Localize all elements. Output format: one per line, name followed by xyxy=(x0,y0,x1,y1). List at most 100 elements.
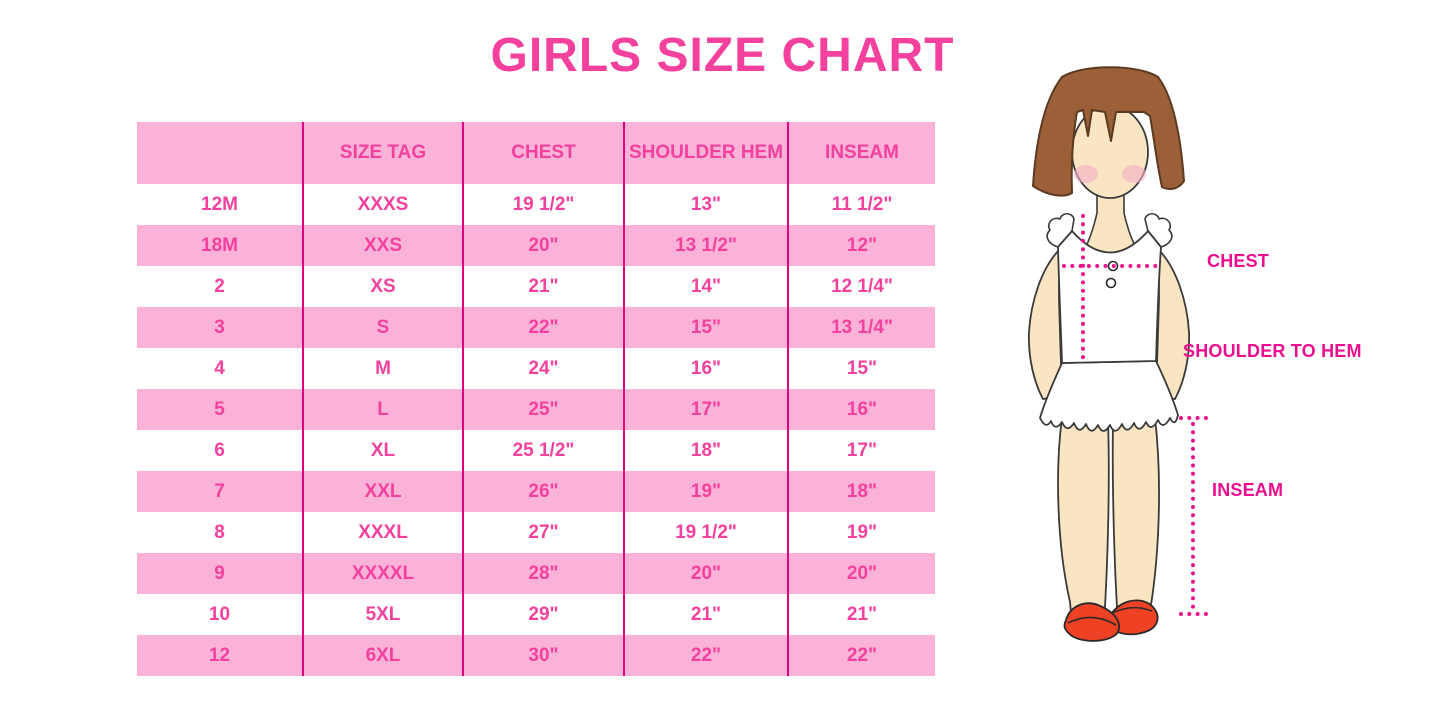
girl-right-arm xyxy=(1155,247,1190,400)
table-row: 9 XXXXL 28" 20" 20" xyxy=(137,553,935,594)
table-cell: 19" xyxy=(623,471,787,512)
table-cell: 21" xyxy=(462,266,623,307)
girl-left-arm xyxy=(1028,247,1063,400)
table-cell: 25" xyxy=(462,389,623,430)
table-cell: 14" xyxy=(623,266,787,307)
table-cell: 21" xyxy=(787,594,935,635)
table-cell: 27" xyxy=(462,512,623,553)
table-cell: 12 1/4" xyxy=(787,266,935,307)
table-body: 12M XXXS 19 1/2" 13" 11 1/2" 18M XXS 20" 13 1/2"… xyxy=(137,184,935,676)
table-cell: L xyxy=(302,389,462,430)
table-cell: 25 1/2" xyxy=(462,430,623,471)
table-cell: XXS xyxy=(302,225,462,266)
table-cell: 4 xyxy=(214,357,225,379)
table-cell: 2 xyxy=(214,275,225,297)
girl-left-shoe xyxy=(1063,602,1120,642)
table-cell: 15" xyxy=(623,307,787,348)
girl-left-ruffle xyxy=(1046,212,1075,248)
table-cell: 12" xyxy=(787,225,935,266)
table-row: 12M XXXS 19 1/2" 13" 11 1/2" xyxy=(137,184,935,225)
table-cell: 12M xyxy=(201,193,238,215)
table-cell: 19 1/2" xyxy=(462,184,623,225)
table-cell: XL xyxy=(302,430,462,471)
girl-right-ruffle xyxy=(1144,212,1173,248)
table-cell: 19 1/2" xyxy=(623,512,787,553)
table-cell: 22" xyxy=(623,635,787,676)
table-cell: 6 xyxy=(214,439,225,461)
header-cell-size-tag: SIZE TAG xyxy=(302,122,462,184)
table-cell: XS xyxy=(302,266,462,307)
chest-label: CHEST xyxy=(1207,251,1270,271)
table-row: 12 6XL 30" 22" 22" xyxy=(137,635,935,676)
table-cell: 10 xyxy=(208,603,231,625)
girl-left-leg xyxy=(1057,417,1110,625)
header-cell-size xyxy=(137,122,302,184)
table-cell: 16" xyxy=(623,348,787,389)
table-cell: 9 xyxy=(214,562,225,584)
table-cell: 5XL xyxy=(302,594,462,635)
header-cell-shoulder-hem: SHOULDER HEM xyxy=(623,122,787,184)
girl-left-shoe-strap xyxy=(1067,616,1117,626)
table-row: 10 5XL 29" 21" 21" xyxy=(137,594,935,635)
table-cell: 3 xyxy=(214,316,225,338)
shoulder-to-hem-label: SHOULDER TO HEM xyxy=(1183,341,1362,361)
table-cell: 12 xyxy=(208,644,231,666)
table-cell: 13" xyxy=(623,184,787,225)
inseam-label: INSEAM xyxy=(1212,480,1284,500)
girl-hair xyxy=(1032,66,1185,197)
table-cell: 15" xyxy=(787,348,935,389)
girl-top-button-2 xyxy=(1105,277,1117,289)
girl-left-blush xyxy=(1074,165,1098,183)
table-cell: 29" xyxy=(462,594,623,635)
table-cell: XXXL xyxy=(302,512,462,553)
table-row: 6 XL 25 1/2" 18" 17" xyxy=(137,430,935,471)
table-cell: 11 1/2" xyxy=(787,184,935,225)
table-cell: 28" xyxy=(462,553,623,594)
table-row: 8 XXXL 27" 19 1/2" 19" xyxy=(137,512,935,553)
table-cell: 17" xyxy=(623,389,787,430)
girl-right-leg xyxy=(1111,417,1160,625)
table-cell: 7 xyxy=(214,480,225,502)
table-cell: 8 xyxy=(214,521,225,543)
table-cell: S xyxy=(302,307,462,348)
table-row: 4 M 24" 16" 15" xyxy=(137,348,935,389)
table-cell: XXXXL xyxy=(302,553,462,594)
table-cell: 13 1/2" xyxy=(623,225,787,266)
table-cell: 5 xyxy=(214,398,225,420)
table-cell: 20" xyxy=(623,553,787,594)
table-cell: 24" xyxy=(462,348,623,389)
table-cell: 18M xyxy=(201,234,238,256)
table-cell: 22" xyxy=(462,307,623,348)
table-cell: XXXS xyxy=(302,184,462,225)
size-chart-table: SIZE TAG CHEST SHOULDER HEM INSEAM 12M XX… xyxy=(137,122,935,676)
girl-right-shoe-strap xyxy=(1109,606,1153,615)
table-row: 2 XS 21" 14" 12 1/4" xyxy=(137,266,935,307)
table-cell: M xyxy=(302,348,462,389)
table-cell: 16" xyxy=(787,389,935,430)
table-header-row: SIZE TAG CHEST SHOULDER HEM INSEAM xyxy=(137,122,935,184)
girl-skirt xyxy=(1039,360,1179,432)
table-row: 3 S 22" 15" 13 1/4" xyxy=(137,307,935,348)
table-cell: 22" xyxy=(787,635,935,676)
table-cell: 13 1/4" xyxy=(787,307,935,348)
table-cell: 26" xyxy=(462,471,623,512)
table-cell: XXL xyxy=(302,471,462,512)
table-row: 5 L 25" 17" 16" xyxy=(137,389,935,430)
table-cell: 18" xyxy=(623,430,787,471)
header-cell-inseam: INSEAM xyxy=(787,122,935,184)
table-row: 18M XXS 20" 13 1/2" 12" xyxy=(137,225,935,266)
girl-figure-drawing xyxy=(1028,66,1208,642)
table-cell: 17" xyxy=(787,430,935,471)
page-title: GIRLS SIZE CHART xyxy=(490,29,955,82)
girl-illustration xyxy=(1000,55,1445,670)
table-cell: 6XL xyxy=(302,635,462,676)
table-cell: 18" xyxy=(787,471,935,512)
table-cell: 30" xyxy=(462,635,623,676)
header-cell-chest: CHEST xyxy=(462,122,623,184)
table-row: 7 XXL 26" 19" 18" xyxy=(137,471,935,512)
table-cell: 19" xyxy=(787,512,935,553)
table-cell: 20" xyxy=(462,225,623,266)
table-cell: 21" xyxy=(623,594,787,635)
table-cell: 20" xyxy=(787,553,935,594)
